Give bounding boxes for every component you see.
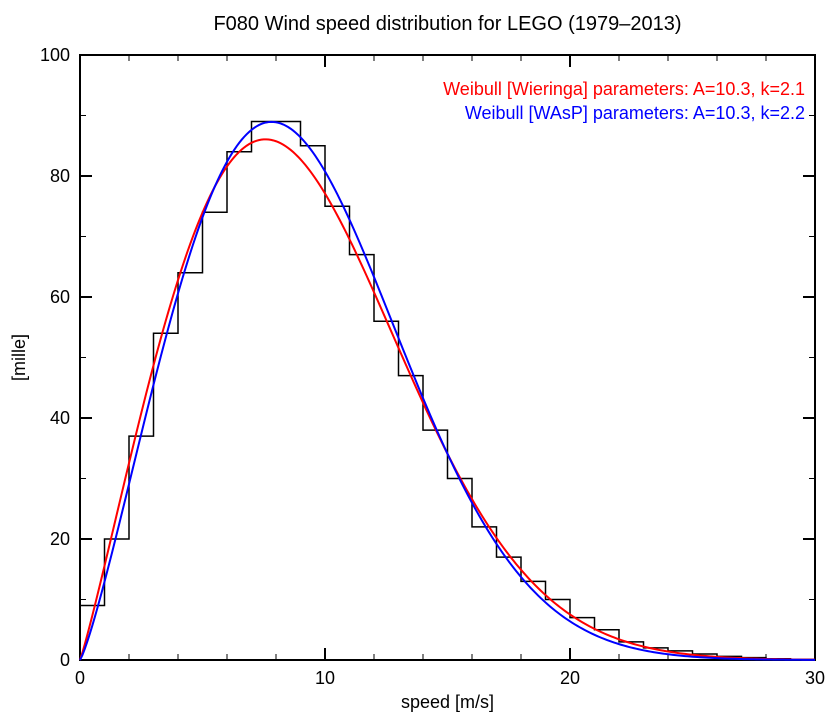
weibull-wasp-legend: Weibull [WAsP] parameters: A=10.3, k=2.2: [465, 103, 805, 123]
x-axis-label: speed [m/s]: [401, 692, 494, 712]
x-tick-label: 30: [805, 668, 825, 688]
y-tick-label: 20: [50, 529, 70, 549]
y-tick-label: 40: [50, 408, 70, 428]
histogram-series: [80, 122, 815, 660]
chart-container: F080 Wind speed distribution for LEGO (1…: [0, 0, 830, 724]
weibull-curves: [80, 122, 815, 660]
weibull-wieringa-legend: Weibull [Wieringa] parameters: A=10.3, k…: [443, 79, 805, 99]
y-axis-label: [mille]: [9, 334, 29, 381]
y-tick-label: 80: [50, 166, 70, 186]
y-tick-label: 0: [60, 650, 70, 670]
weibull-wasp-curve: [80, 122, 815, 660]
x-axis-ticks: 0 10 20 30: [75, 55, 825, 688]
legend: Weibull [Wieringa] parameters: A=10.3, k…: [443, 79, 805, 123]
x-tick-label: 20: [560, 668, 580, 688]
x-tick-label: 0: [75, 668, 85, 688]
chart-title: F080 Wind speed distribution for LEGO (1…: [213, 13, 681, 35]
y-tick-label: 100: [40, 45, 70, 65]
x-tick-label: 10: [315, 668, 335, 688]
weibull-wieringa-curve: [80, 139, 815, 660]
wind-chart: F080 Wind speed distribution for LEGO (1…: [0, 0, 830, 724]
y-tick-label: 60: [50, 287, 70, 307]
plot-box: [80, 55, 815, 660]
histogram-path: [80, 122, 815, 660]
